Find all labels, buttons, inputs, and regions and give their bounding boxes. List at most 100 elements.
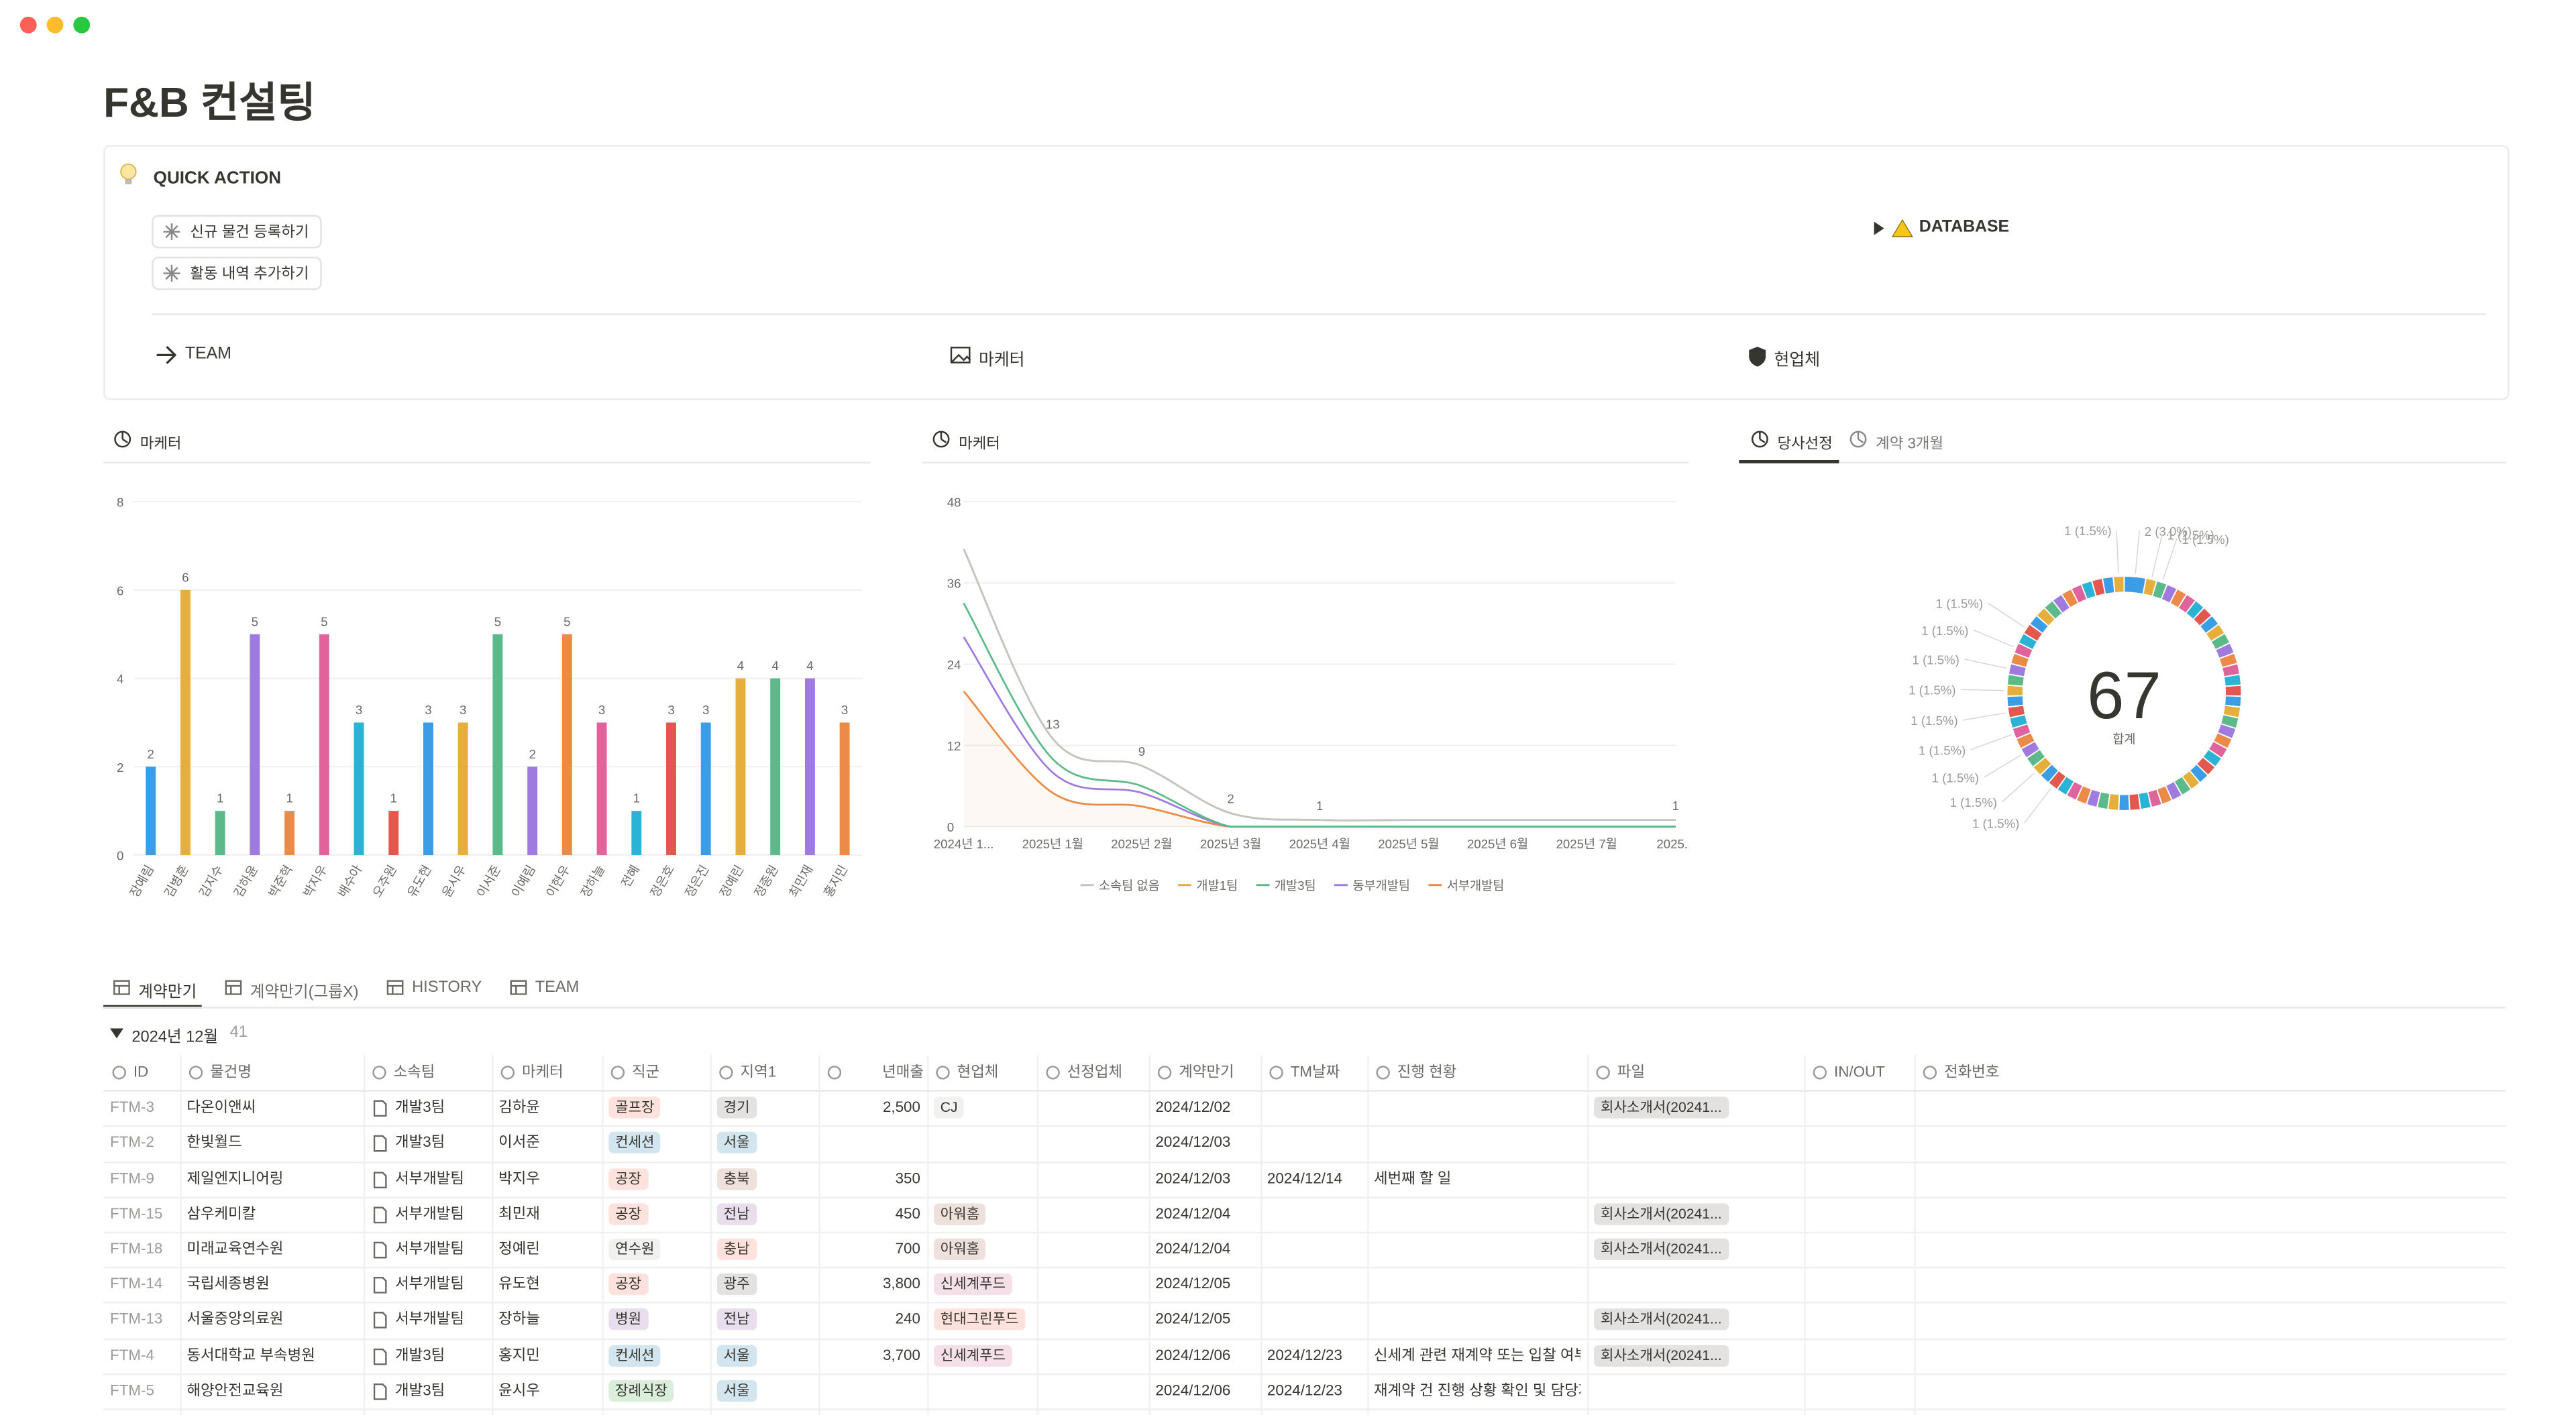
data-label: 5	[321, 614, 327, 628]
column-header[interactable]: 전화번호	[1944, 1063, 2000, 1080]
file-chip[interactable]: 회사소개서(20241...	[1594, 1096, 1729, 1119]
column-header[interactable]: 소속팀	[393, 1063, 435, 1080]
donut-segment	[2216, 643, 2234, 658]
view-tab[interactable]: TEAM	[535, 978, 580, 997]
data-label: 9	[1138, 744, 1145, 758]
record-title[interactable]: 제일엔지니어링	[186, 1169, 284, 1186]
tag[interactable]: 아워홈	[933, 1238, 987, 1260]
chart-title: 마케터	[140, 435, 182, 452]
column-header[interactable]: 지역1	[740, 1063, 777, 1080]
tag[interactable]: 서울	[716, 1344, 757, 1367]
button[interactable]: 활동 내역 추가하기	[152, 256, 323, 290]
link[interactable]: TEAM	[184, 345, 231, 363]
column-header[interactable]: 계약만기	[1179, 1063, 1234, 1080]
donut-segment	[2139, 792, 2151, 809]
record-title[interactable]: 다온이앤씨	[186, 1098, 256, 1116]
donut-segment	[2225, 696, 2241, 707]
link[interactable]: 현업체	[1774, 351, 1821, 370]
data-label: 2	[148, 747, 154, 761]
tag[interactable]: 서울	[716, 1379, 757, 1402]
donut-segment	[2108, 794, 2119, 810]
bar	[354, 722, 364, 856]
close-dot[interactable]	[19, 16, 37, 34]
database-toggle[interactable]: DATABASE	[1919, 218, 2010, 237]
record-title[interactable]: 해양경찰교육원	[186, 1408, 357, 1415]
tag[interactable]: CJ	[933, 1096, 965, 1119]
tag[interactable]: 공장	[608, 1274, 648, 1296]
toggle-icons[interactable]	[1872, 219, 1916, 239]
tag[interactable]: 컨세션	[608, 1132, 661, 1154]
column-header[interactable]: 물건명	[210, 1063, 252, 1080]
tag[interactable]: 충북	[716, 1168, 757, 1190]
tag[interactable]: 현대그린푸드	[933, 1309, 1026, 1331]
tag[interactable]: 연수원	[608, 1238, 661, 1260]
file-chip[interactable]: 회사소개서(20241...	[1594, 1344, 1729, 1367]
file-chip[interactable]: 회사소개서(20241...	[1594, 1202, 1729, 1225]
record-title[interactable]: 해양안전교육원	[186, 1381, 284, 1398]
cell: 전남	[717, 1408, 812, 1415]
column-header[interactable]: 파일	[1617, 1063, 1646, 1080]
tag[interactable]: 전남	[716, 1309, 757, 1331]
tag[interactable]: 충남	[716, 1238, 757, 1260]
tag[interactable]: 서울	[716, 1132, 757, 1154]
donut-segment	[2119, 795, 2129, 810]
cell: 이서준	[498, 1134, 540, 1151]
tag[interactable]: 신세계푸드	[933, 1274, 1012, 1296]
zoom-dot[interactable]	[73, 16, 91, 34]
cell: 생명푸드	[934, 1408, 1030, 1415]
chart-tab[interactable]: 당사선정	[1777, 435, 1833, 452]
data-label: 1 (1.5%)	[2182, 532, 2229, 547]
column-header[interactable]: 현업체	[957, 1063, 999, 1080]
tag[interactable]: 공장	[608, 1202, 648, 1225]
column-separator	[926, 1055, 929, 1415]
column-header[interactable]: 직군	[631, 1063, 660, 1080]
tag[interactable]: 신세계푸드	[933, 1344, 1012, 1367]
tag[interactable]: 장례식장	[608, 1379, 674, 1402]
tag[interactable]: 전남	[716, 1202, 757, 1225]
data-label: 1 (1.5%)	[1909, 683, 1955, 697]
record-title[interactable]: 국립세종병원	[186, 1275, 270, 1292]
bar	[839, 722, 850, 856]
tag[interactable]: 골프장	[608, 1096, 661, 1119]
tag[interactable]: 경기	[716, 1096, 757, 1119]
column-header[interactable]: 선정업체	[1067, 1063, 1123, 1080]
column-header[interactable]: TM날짜	[1290, 1063, 1340, 1080]
data-label: 5	[252, 614, 258, 628]
column-header[interactable]: 마케터	[521, 1063, 564, 1080]
leader-line	[2116, 530, 2119, 574]
file-chip[interactable]: 회사소개서(20241...	[1594, 1309, 1729, 1331]
view-tab[interactable]: 계약만기(그룹X)	[250, 983, 359, 1002]
record-title[interactable]: 서울중앙의료원	[186, 1310, 284, 1328]
minimize-dot[interactable]	[46, 16, 64, 34]
column-header[interactable]: IN/OUT	[1833, 1063, 1885, 1080]
x-tick-label: 배수아	[335, 862, 365, 899]
view-tab[interactable]: HISTORY	[412, 978, 482, 997]
chart-tab[interactable]: 계약 3개월	[1876, 435, 1944, 452]
record-title[interactable]: 동서대학교 부속병원	[186, 1346, 315, 1363]
link[interactable]: 마케터	[978, 351, 1025, 370]
column-header[interactable]: ID	[133, 1063, 149, 1080]
row-border	[103, 1373, 2506, 1375]
tag[interactable]: 병원	[608, 1309, 648, 1331]
file-chip[interactable]: 회사소개서(20241...	[1594, 1238, 1729, 1260]
tag[interactable]: 공장	[608, 1168, 648, 1190]
record-title[interactable]: 한빛월드	[186, 1134, 242, 1151]
window-controls[interactable]	[17, 13, 100, 37]
view-tab[interactable]: 계약만기	[138, 983, 197, 1002]
column-header[interactable]: 진행 현황	[1397, 1063, 1457, 1080]
column-icon	[719, 1066, 733, 1080]
column-header[interactable]: 년매출	[882, 1063, 924, 1080]
tag[interactable]: 아워홈	[933, 1202, 987, 1225]
donut-segment	[2186, 601, 2204, 619]
group-toggle[interactable]	[110, 1027, 123, 1040]
record-title[interactable]: 미래교육연수원	[186, 1240, 284, 1257]
x-tick-label: 2025년 1월	[1022, 837, 1083, 851]
tag[interactable]: 광주	[716, 1274, 757, 1296]
data-label: 13	[1046, 718, 1060, 732]
record-title[interactable]: 삼우케미칼	[186, 1204, 256, 1222]
button[interactable]: 신규 물건 등록하기	[152, 215, 323, 249]
tag[interactable]: 컨세션	[608, 1344, 661, 1367]
cell: 신세계푸드	[933, 1338, 1030, 1373]
cell: 아워홈	[933, 1196, 1030, 1231]
legend-label: 개발3팀	[1275, 879, 1316, 893]
